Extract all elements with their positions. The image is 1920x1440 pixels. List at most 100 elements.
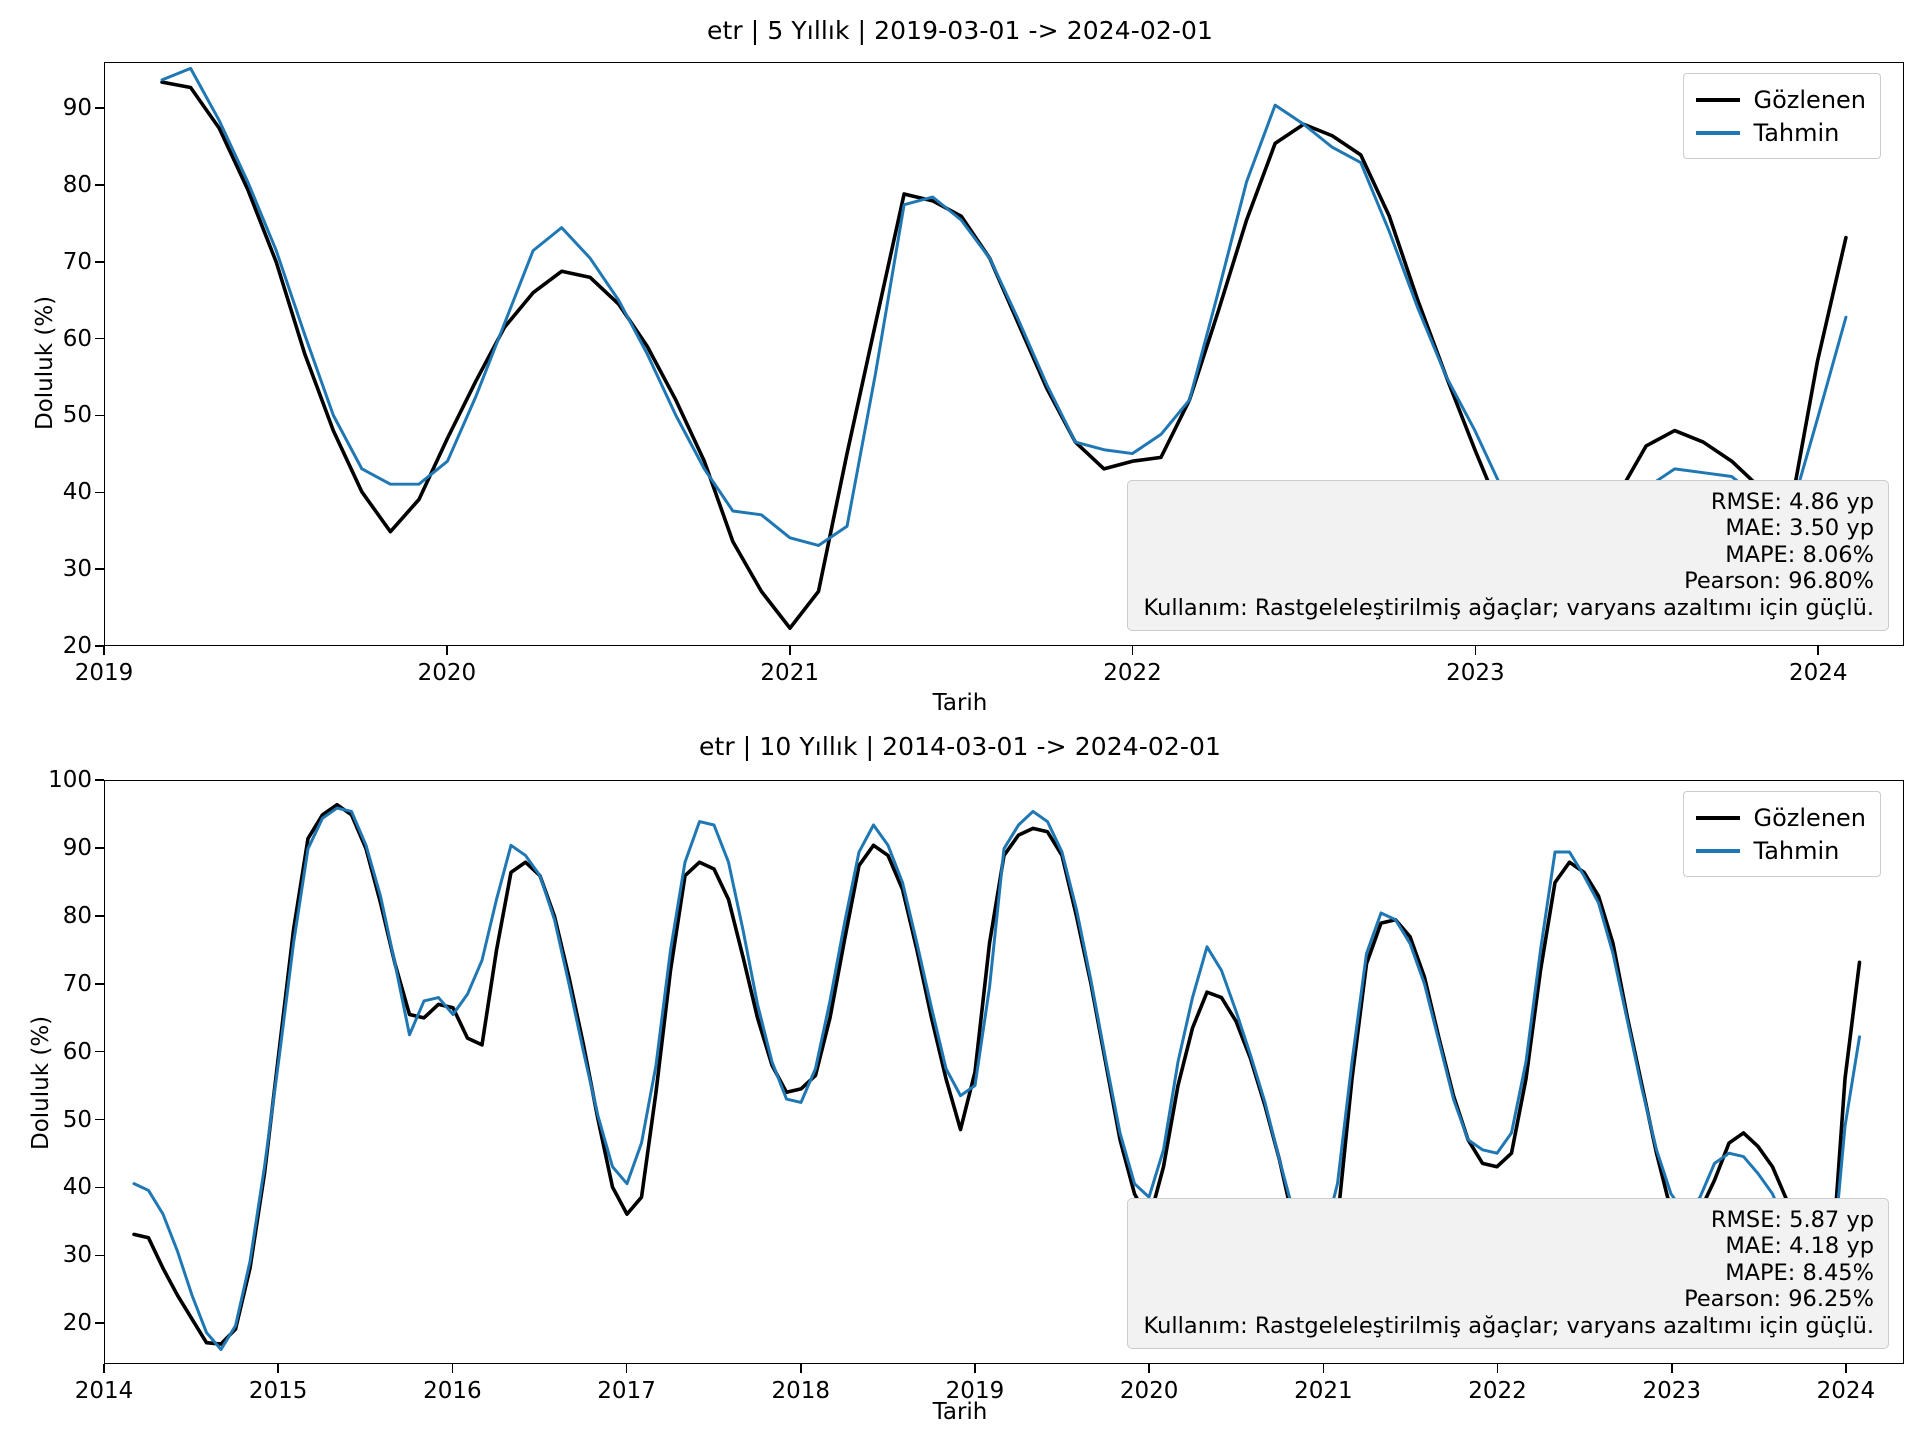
legend-5y: Gözlenen Tahmin: [1682, 73, 1881, 159]
y-tick-label: 90: [62, 95, 92, 122]
legend-10y: Gözlenen Tahmin: [1682, 791, 1881, 877]
x-tick-label: 2014: [74, 1378, 134, 1404]
x-tick-label: 2018: [771, 1378, 831, 1404]
x-tick-label: 2016: [423, 1378, 482, 1404]
x-tick-mark: [103, 646, 105, 655]
y-tick-mark: [95, 779, 104, 781]
y-tick-label: 20: [62, 1310, 92, 1337]
x-tick-mark: [103, 1364, 105, 1373]
series-line-predicted: [160, 66, 1848, 547]
y-tick-mark: [95, 107, 104, 109]
x-tick-label: 2020: [417, 660, 477, 686]
x-tick-label: 2023: [1642, 1378, 1701, 1404]
y-tick-label: 40: [62, 1174, 92, 1201]
y-tick-label: 100: [48, 767, 92, 793]
x-tick-label: 2022: [1468, 1378, 1527, 1404]
x-tick-mark: [277, 1364, 279, 1373]
x-tick-mark: [625, 1364, 628, 1373]
metrics-box-10y: RMSE: 5.87 yp MAE: 4.18 yp MAPE: 8.45% P…: [1126, 1197, 1889, 1349]
y-tick-label: 60: [62, 325, 92, 352]
x-tick-label: 2021: [760, 660, 819, 686]
x-tick-label: 2024: [1816, 1378, 1876, 1404]
y-tick-label: 80: [62, 902, 92, 929]
series-line-predicted: [132, 806, 1861, 1351]
y-tick-mark: [95, 491, 104, 494]
legend-swatch-observed: [1695, 97, 1740, 102]
legend-item-predicted[interactable]: Tahmin: [1695, 834, 1867, 867]
y-tick-mark: [95, 337, 104, 340]
legend-swatch-observed: [1695, 815, 1740, 820]
legend-label-observed: Gözlenen: [1753, 85, 1867, 114]
y-tick-label: 70: [62, 970, 92, 997]
legend-label-observed: Gözlenen: [1753, 803, 1867, 832]
y-tick-mark: [95, 568, 104, 570]
y-tick-label: 90: [62, 834, 92, 861]
x-tick-label: 2021: [1294, 1378, 1353, 1404]
y-tick-mark: [95, 1322, 104, 1325]
series-canvas-10y: [132, 802, 1862, 1351]
plot-area-10y[interactable]: Gözlenen Tahmin RMSE: 5.87 yp MAE: 4.18 …: [104, 780, 1904, 1364]
chart-title-10y: etr | 10 Yıllık | 2014-03-01 -> 2024-02-…: [698, 732, 1222, 761]
y-tick-label: 80: [62, 171, 92, 198]
y-tick-mark: [95, 1254, 104, 1257]
y-tick-mark: [95, 1186, 104, 1189]
legend-item-observed[interactable]: Gözlenen: [1695, 801, 1867, 834]
legend-item-observed[interactable]: Gözlenen: [1695, 83, 1867, 116]
y-tick-mark: [95, 915, 104, 917]
y-tick-mark: [95, 260, 104, 263]
x-tick-mark: [1148, 1364, 1150, 1373]
chart-title-5y: etr | 5 Yıllık | 2019-03-01 -> 2024-02-0…: [706, 16, 1214, 45]
plot-area-5y[interactable]: Gözlenen Tahmin RMSE: 4.86 yp MAE: 3.50 …: [104, 62, 1904, 646]
y-tick-mark: [95, 1050, 104, 1053]
metric-mape: MAPE: 8.45%: [1725, 1259, 1874, 1286]
series-line-observed: [132, 802, 1862, 1346]
legend-swatch-predicted: [1695, 848, 1740, 853]
metric-usage: Kullanım: Rastgeleleştirilmiş ağaçlar; v…: [1143, 1312, 1874, 1339]
legend-item-predicted[interactable]: Tahmin: [1695, 116, 1867, 149]
legend-label-predicted: Tahmin: [1753, 118, 1840, 147]
x-tick-mark: [974, 1364, 976, 1373]
metric-mape: MAPE: 8.06%: [1725, 541, 1874, 568]
x-tick-label: 2019: [74, 660, 134, 686]
y-tick-label: 20: [62, 633, 92, 659]
x-tick-mark: [1474, 646, 1477, 655]
x-tick-mark: [1496, 1364, 1499, 1373]
x-tick-label: 2015: [248, 1378, 308, 1404]
chart-panel-10y: etr | 10 Yıllık | 2014-03-01 -> 2024-02-…: [0, 720, 1920, 1440]
y-tick-mark: [95, 982, 104, 985]
y-tick-mark: [95, 1118, 104, 1121]
x-tick-label: 2017: [597, 1378, 656, 1404]
y-tick-label: 60: [62, 1038, 92, 1065]
x-tick-label: 2023: [1446, 660, 1505, 686]
x-tick-mark: [1670, 1364, 1673, 1373]
y-tick-mark: [95, 645, 104, 647]
x-tick-mark: [788, 646, 791, 655]
y-tick-mark: [95, 184, 104, 186]
metric-mae: MAE: 4.18 yp: [1725, 1233, 1874, 1259]
x-tick-mark: [446, 646, 448, 655]
x-tick-mark: [1817, 646, 1820, 655]
x-tick-mark: [1322, 1364, 1325, 1373]
y-tick-mark: [95, 847, 104, 849]
metrics-box-5y: RMSE: 4.86 yp MAE: 3.50 yp MAPE: 8.06% P…: [1126, 479, 1889, 631]
x-tick-mark: [1845, 1364, 1847, 1373]
metric-pearson: Pearson: 96.80%: [1684, 568, 1874, 594]
x-axis-label-10y: Tarih: [932, 1399, 988, 1425]
y-tick-mark: [95, 414, 104, 417]
x-tick-label: 2020: [1119, 1378, 1179, 1404]
legend-swatch-predicted: [1695, 130, 1740, 135]
x-tick-mark: [799, 1364, 802, 1373]
y-tick-label: 30: [62, 1242, 92, 1269]
x-tick-label: 2024: [1789, 660, 1848, 686]
y-tick-label: 30: [62, 556, 92, 583]
y-tick-label: 70: [62, 248, 92, 275]
x-tick-mark: [451, 1364, 454, 1373]
chart-panel-5y: etr | 5 Yıllık | 2019-03-01 -> 2024-02-0…: [32, 16, 1904, 716]
metric-rmse: RMSE: 5.87 yp: [1710, 1206, 1874, 1233]
metric-rmse: RMSE: 4.86 yp: [1710, 488, 1874, 515]
y-tick-label: 50: [62, 1106, 92, 1133]
legend-label-predicted: Tahmin: [1753, 836, 1840, 865]
y-tick-label: 50: [62, 402, 92, 429]
metric-mae: MAE: 3.50 yp: [1725, 515, 1874, 541]
